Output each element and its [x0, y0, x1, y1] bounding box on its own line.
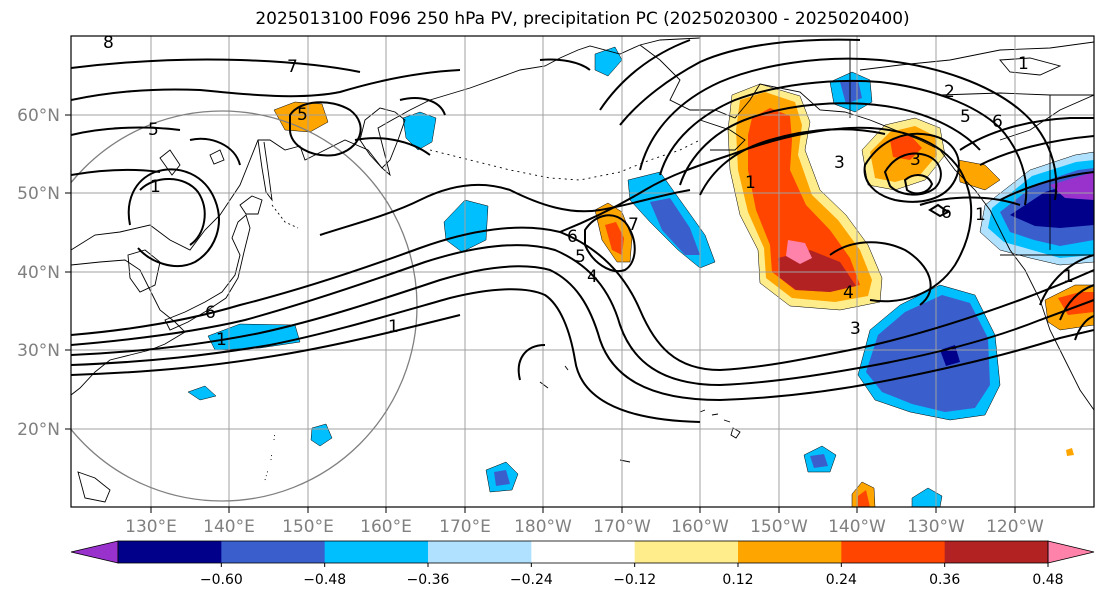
colorbar-tick-label: 0.24 — [826, 572, 857, 588]
contour-label: 7 — [287, 57, 298, 77]
contour-label: 4 — [843, 283, 854, 303]
contour-labels: 8 7 5 1 5 6 1 7 6 5 4 1 1 3 2 5 6 1 4 3 … — [103, 33, 1074, 350]
colorbar-tick-label: −0.60 — [200, 572, 243, 588]
colorbar-extend-high — [1047, 540, 1095, 564]
map-title: 2025013100 F096 250 hPa PV, precipitatio… — [255, 9, 910, 29]
colorbar-tick-label: 0.36 — [929, 572, 960, 588]
contour-label: 6 — [992, 112, 1003, 132]
contour-label: 5 — [148, 120, 159, 140]
contour-label: 2 — [944, 82, 955, 102]
colorbar-tick-label: −0.36 — [407, 572, 450, 588]
contour-label: 1 — [216, 330, 227, 350]
lon-label: 150°E — [282, 517, 334, 537]
colorbar-extend-low — [70, 540, 119, 564]
map-content: 8 7 5 1 5 6 1 7 6 5 4 1 1 3 2 5 6 1 4 3 … — [71, 33, 1094, 507]
contour-label: 1 — [150, 177, 161, 197]
contour-label: 5 — [575, 247, 586, 267]
contour-label: 6 — [205, 303, 216, 323]
colorbar-tick-label: 0.12 — [722, 572, 753, 588]
colorbar-segment — [944, 541, 1049, 563]
lon-label: 180°W — [514, 517, 572, 537]
lon-label: 130°E — [125, 517, 177, 537]
colorbar-tick-label: −0.48 — [303, 572, 346, 588]
colorbar-tick-label: 0.48 — [1032, 572, 1063, 588]
contour-label: 1 — [388, 317, 399, 337]
contour-label: 1 — [745, 173, 756, 193]
lon-label: 130°W — [907, 517, 965, 537]
contour-label: 1 — [975, 205, 986, 225]
longitude-labels: 130°E 140°E 150°E 160°E 170°E 180°W 170°… — [125, 517, 1044, 537]
colorbar-segment — [738, 541, 842, 563]
colorbar-segment — [118, 541, 222, 563]
colorbar-outline — [117, 540, 1049, 564]
radius-circle — [71, 110, 418, 502]
lon-label: 170°W — [593, 517, 651, 537]
lon-label: 120°W — [986, 517, 1044, 537]
lat-label: 60°N — [17, 106, 60, 126]
lon-label: 140°W — [828, 517, 886, 537]
lon-label: 150°W — [750, 517, 808, 537]
contour-label: 4 — [587, 267, 598, 287]
colorbar-tick-label: −0.12 — [613, 572, 656, 588]
contour-label: 1 — [1063, 267, 1074, 287]
contour-label: 6 — [941, 203, 952, 223]
colorbar-segment — [324, 541, 429, 563]
contour-label: 8 — [103, 33, 114, 53]
colorbar-segment — [531, 541, 636, 563]
axis-ticks — [65, 114, 1016, 513]
lat-label: 50°N — [17, 184, 60, 204]
contour-label: 5 — [297, 105, 308, 125]
contour-label: 7 — [628, 215, 639, 235]
contour-label: 3 — [850, 319, 861, 339]
lon-label: 160°W — [671, 517, 729, 537]
contour-label: 3 — [834, 153, 845, 173]
contour-label: 6 — [567, 227, 578, 247]
contour-label: 3 — [910, 150, 921, 170]
lon-label: 160°E — [360, 517, 412, 537]
lat-label: 40°N — [17, 263, 60, 283]
colorbar-segment — [221, 541, 326, 563]
contour-label: 1 — [1018, 54, 1029, 74]
colorbar-segment — [634, 541, 739, 563]
lat-label: 30°N — [17, 341, 60, 361]
lon-label: 140°E — [203, 517, 255, 537]
lon-label: 170°E — [439, 517, 491, 537]
colorbar-segment — [841, 541, 946, 563]
colorbar: −0.60 −0.48 −0.36 −0.24 −0.12 0.12 0.24 0.36 0.4… — [70, 540, 1095, 588]
lat-label: 20°N — [17, 420, 60, 440]
contour-label: 5 — [960, 107, 971, 127]
latitude-labels: 60°N 50°N 40°N 30°N 20°N — [17, 106, 60, 440]
colorbar-tick-label: −0.24 — [510, 572, 553, 588]
colorbar-segment — [428, 541, 532, 563]
pv-contours — [71, 38, 1094, 423]
